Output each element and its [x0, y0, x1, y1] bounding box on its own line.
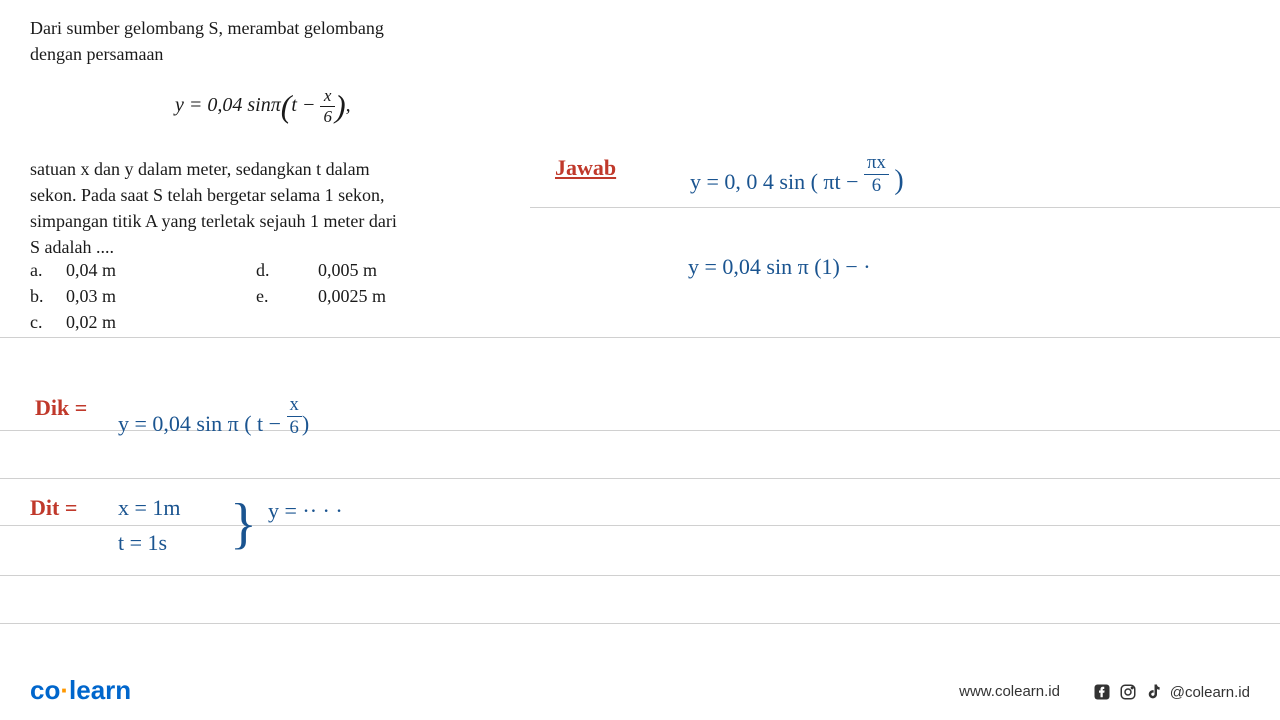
- dik-close: ): [302, 411, 309, 436]
- social-links: @colearn.id: [1092, 682, 1250, 702]
- option-a-label: a.: [30, 260, 43, 281]
- dit-label: Dit =: [30, 495, 77, 521]
- dit-brace: }: [230, 492, 257, 556]
- logo-learn: learn: [69, 675, 131, 705]
- ruled-line: [0, 623, 1280, 624]
- jawab-label: Jawab: [555, 155, 616, 181]
- dit-y: y = ·· · ·: [268, 498, 343, 524]
- problem-equation: y = 0,04 sinπ(t − x6),: [175, 86, 351, 127]
- ruled-line: [530, 207, 1280, 208]
- problem-line-4: sekon. Pada saat S telah bergetar selama…: [30, 183, 385, 208]
- dik-equation: y = 0,04 sin π ( t − x6): [118, 394, 309, 439]
- dik-frac-num: x: [287, 394, 302, 417]
- ans1-frac-den: 6: [864, 175, 889, 197]
- ans1-post: ): [894, 165, 903, 196]
- option-e-value: 0,0025 m: [318, 286, 386, 307]
- instagram-icon: [1118, 682, 1138, 702]
- option-c-value: 0,02 m: [66, 312, 116, 333]
- problem-line-3: satuan x dan y dalam meter, sedangkan t …: [30, 157, 370, 182]
- ans1-frac-num: πx: [864, 152, 889, 175]
- ruled-line: [0, 478, 1280, 479]
- logo-dot: ·: [60, 675, 69, 705]
- problem-line-1: Dari sumber gelombang S, merambat gelomb…: [30, 16, 384, 41]
- logo-co: co: [30, 675, 60, 705]
- facebook-icon: [1092, 682, 1112, 702]
- ans1-pre: y = 0, 0 4 sin ( πt −: [690, 169, 859, 194]
- dik-frac-den: 6: [287, 417, 302, 439]
- option-e-label: e.: [256, 286, 269, 307]
- dik-eq-text: y = 0,04 sin π ( t −: [118, 411, 281, 436]
- problem-line-6: S adalah ....: [30, 235, 114, 260]
- answer-line-2: y = 0,04 sin π (1) − ·: [688, 254, 871, 280]
- dik-label: Dik =: [35, 395, 87, 421]
- ruled-line: [0, 337, 1280, 338]
- dit-t: t = 1s: [118, 530, 167, 556]
- dit-x: x = 1m: [118, 495, 181, 521]
- answer-line-1: y = 0, 0 4 sin ( πt − πx6 ): [690, 152, 904, 197]
- option-d-value: 0,005 m: [318, 260, 377, 281]
- option-a-value: 0,04 m: [66, 260, 116, 281]
- ruled-line: [0, 575, 1280, 576]
- problem-line-5: simpangan titik A yang terletak sejauh 1…: [30, 209, 397, 234]
- option-c-label: c.: [30, 312, 43, 333]
- website-url: www.colearn.id: [959, 683, 1060, 700]
- equation-frac-den: 6: [320, 107, 335, 127]
- social-handle: @colearn.id: [1170, 684, 1250, 701]
- problem-line-2: dengan persamaan: [30, 42, 163, 67]
- tiktok-icon: [1144, 682, 1164, 702]
- option-b-label: b.: [30, 286, 44, 307]
- equation-prefix: y = 0,04 sinπ: [175, 94, 281, 116]
- option-b-value: 0,03 m: [66, 286, 116, 307]
- equation-frac-num: x: [320, 86, 335, 107]
- ruled-line: [0, 525, 1280, 526]
- logo: co·learn: [30, 675, 131, 706]
- option-d-label: d.: [256, 260, 270, 281]
